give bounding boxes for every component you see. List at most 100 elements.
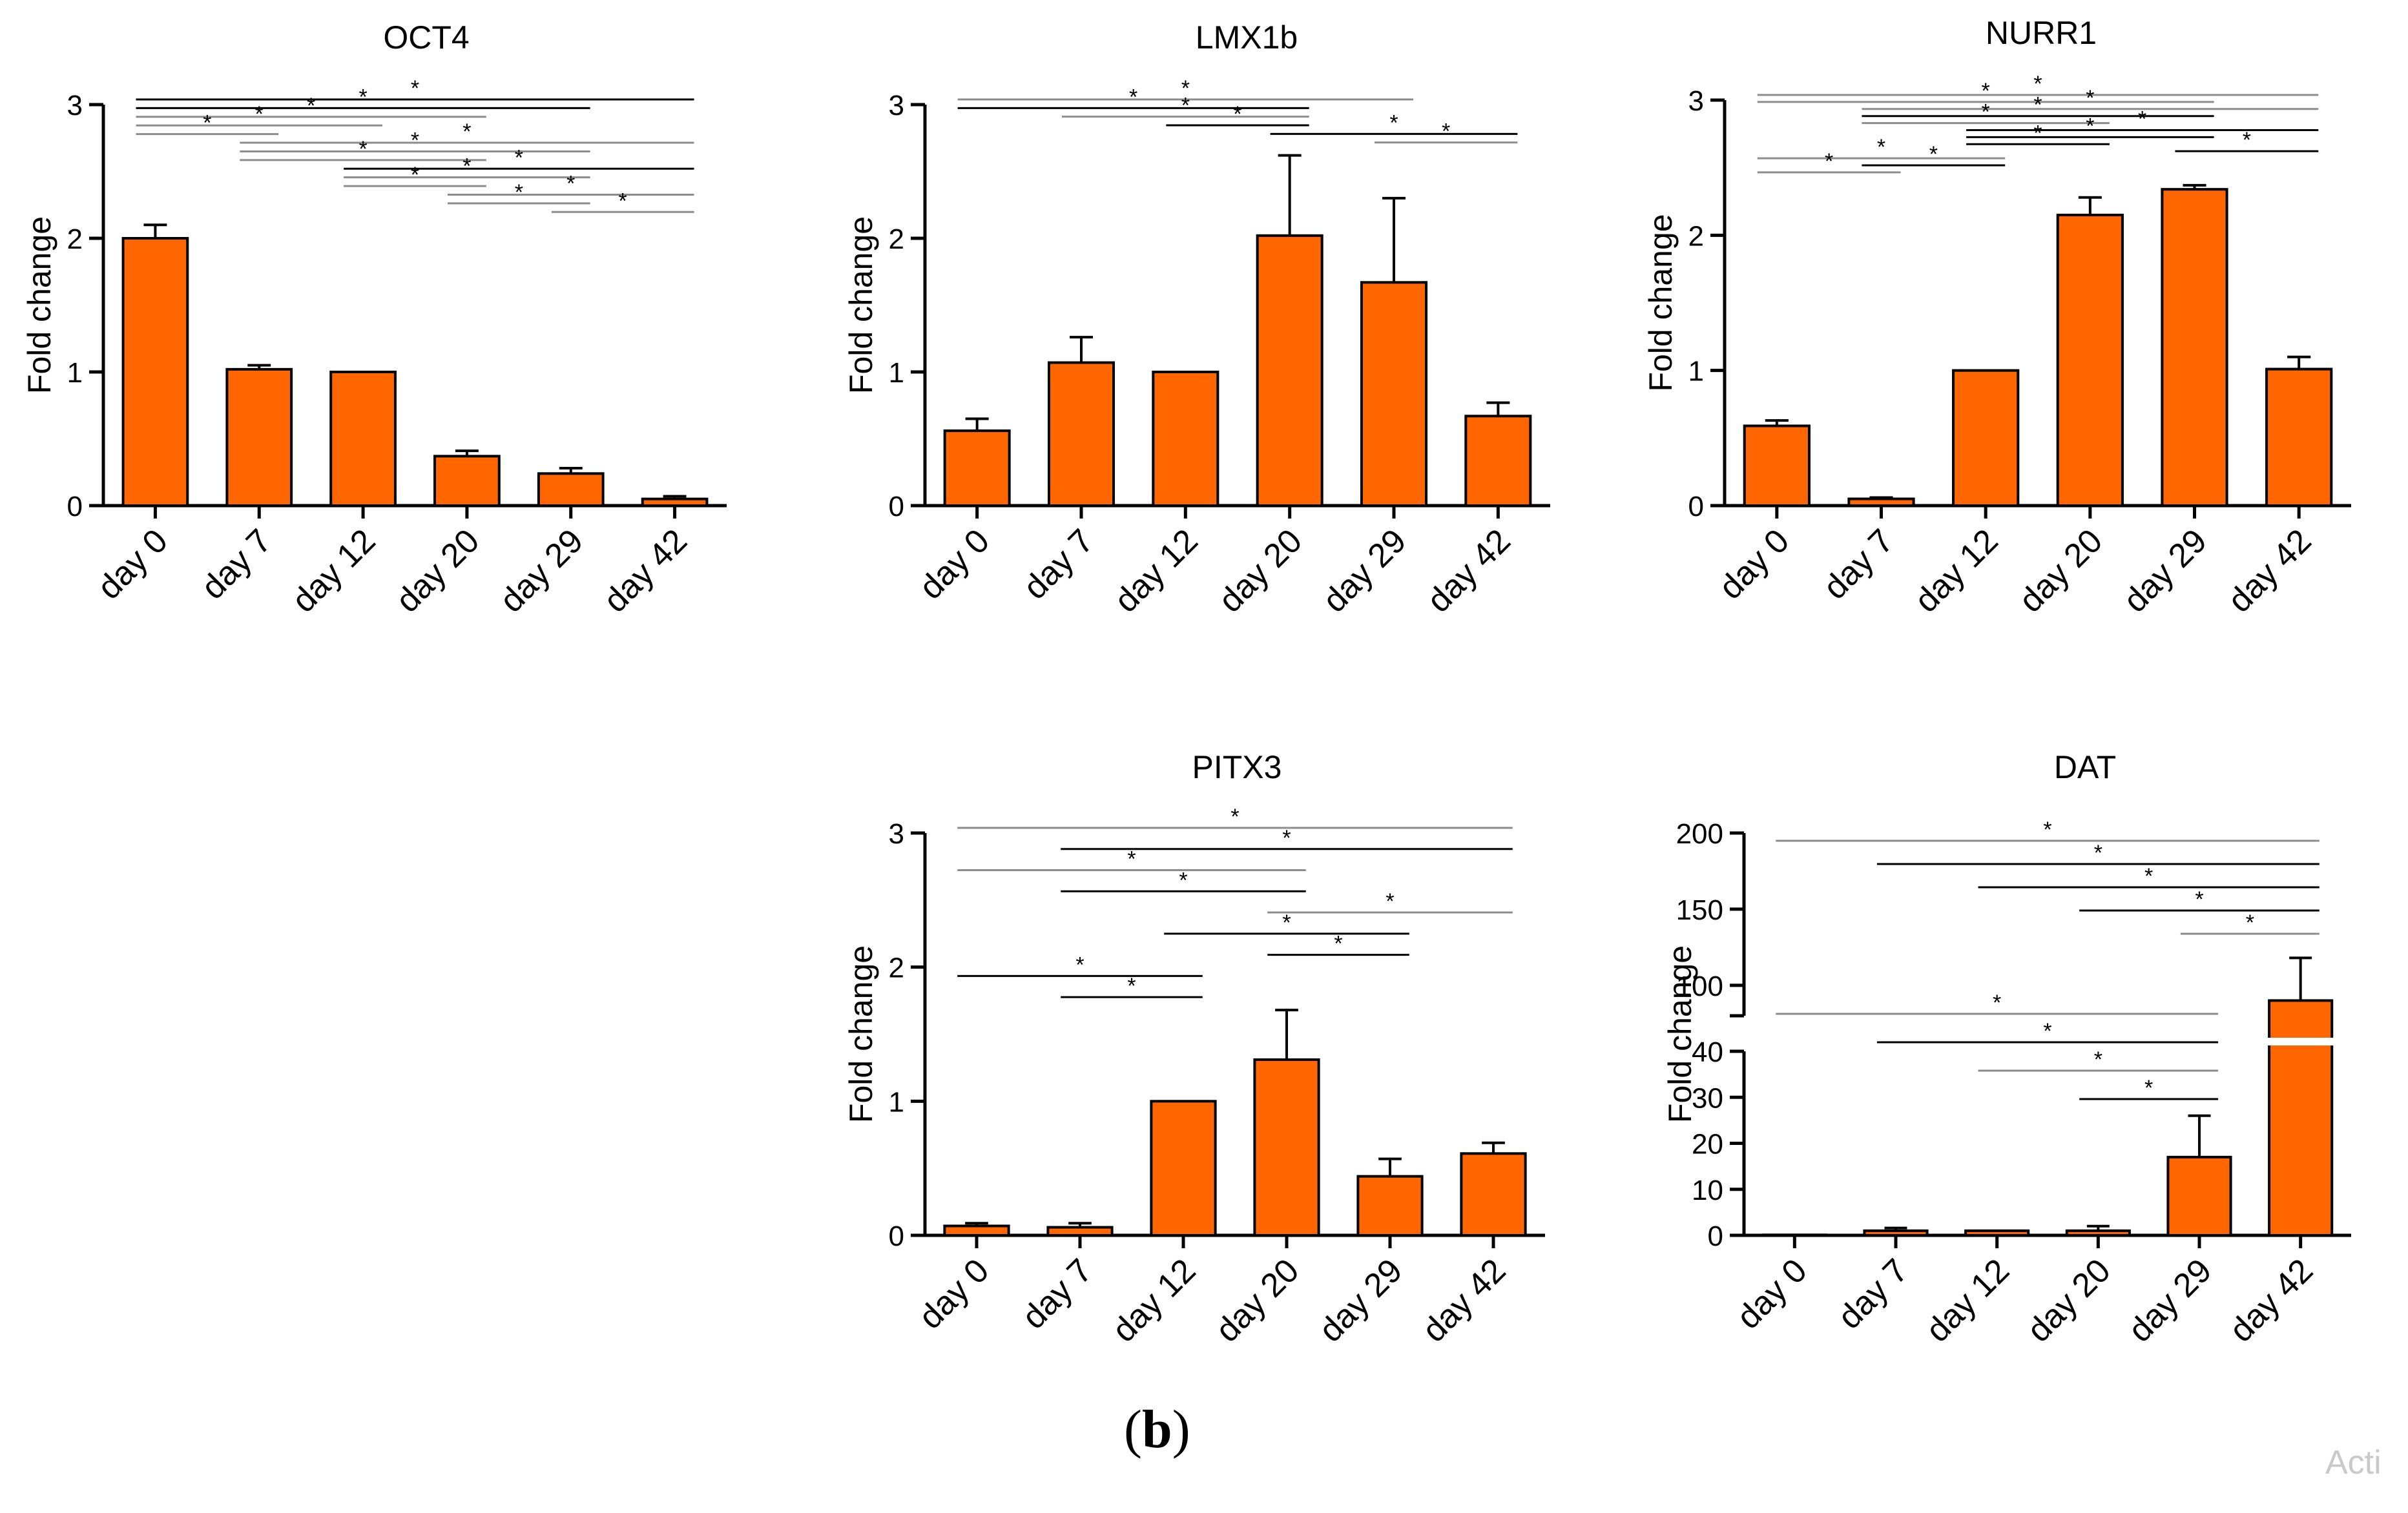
bar [1150,1100,1217,1237]
x-tick-label: day 29 [1312,1251,1409,1349]
bar [1360,281,1428,507]
y-tick-label: 0 [889,1220,904,1252]
x-tick-label: day 7 [194,522,279,606]
y-tick-label: 2 [67,223,83,255]
y-tick-label: 2 [1688,220,1704,252]
bar [329,371,397,507]
significance-star: * [2086,86,2094,110]
significance-star: * [1982,79,1990,103]
y-tick-label: 3 [889,90,904,121]
significance-star: * [2086,114,2094,138]
y-tick-label: 2 [889,952,904,984]
y-axis-label: Fold change [843,216,879,394]
y-tick-label: 30 [1692,1082,1723,1114]
significance-star: * [2094,1047,2102,1072]
chart-title: OCT4 [383,19,469,56]
x-tick-label: day 12 [1907,522,2005,619]
significance-star: * [1129,85,1137,109]
bar [225,367,293,507]
x-tick-label: day 0 [912,1251,997,1336]
significance-star: * [1877,135,1885,160]
significance-star: * [566,171,575,196]
bar [2265,367,2333,507]
x-tick-label: day 7 [1831,1251,1916,1336]
bar [2161,188,2228,507]
panel-label: (b) [1124,1399,1190,1459]
x-tick-label: day 20 [1209,1251,1306,1349]
x-tick-label: day 42 [2223,1251,2320,1349]
bar [1464,415,1532,507]
watermark: Acti [2325,1444,2382,1481]
bar [2065,1229,2131,1237]
x-tick-label: day 0 [1730,1251,1814,1336]
x-tick-label: day 29 [2117,522,2214,619]
x-tick-label: day 20 [2020,1251,2117,1349]
significance-star: * [2243,128,2251,152]
significance-star: * [2144,864,2153,889]
bar [943,429,1011,508]
significance-star: * [358,137,367,161]
x-tick-label: day 20 [2012,522,2110,619]
y-tick-label: 1 [67,357,83,389]
significance-star: * [2033,121,2042,145]
y-tick-label: 100 [1676,971,1723,1002]
bar [2268,999,2334,1237]
y-tick-label: 1 [1688,356,1704,387]
significance-star: * [411,128,419,152]
y-axis-label: Fold change [1662,945,1698,1123]
significance-star: * [2246,911,2254,935]
significance-star: * [515,180,523,205]
significance-star: * [1127,847,1136,872]
bar [641,497,709,508]
x-tick-label: day 0 [1712,522,1796,606]
y-tick-label: 3 [1688,85,1704,117]
x-tick-label: day 0 [90,522,175,606]
y-tick-label: 10 [1692,1175,1723,1206]
significance-star: * [1282,911,1291,935]
bar [1256,234,1323,507]
bar [1152,371,1220,507]
y-tick-label: 0 [67,491,83,522]
x-tick-label: day 29 [493,522,590,619]
significance-star: * [1334,932,1342,956]
x-tick-label: day 29 [2121,1251,2219,1349]
significance-star: * [2138,107,2146,131]
x-tick-label: day 20 [389,522,486,619]
x-tick-label: day 12 [1105,1251,1203,1349]
bar [1047,361,1116,508]
bar [1356,1175,1424,1237]
significance-star: * [2043,1019,2051,1044]
significance-star: * [1929,142,1938,167]
significance-star: * [2043,818,2051,842]
significance-star: * [1127,974,1136,998]
bar [2166,1155,2232,1237]
y-tick-label: 1 [889,357,904,389]
significance-star: * [2094,841,2102,865]
chart-title: LMX1b [1196,19,1298,56]
significance-star: * [411,76,419,101]
chart-title: DAT [2054,749,2116,785]
x-tick-label: day 42 [1415,1251,1513,1349]
bar [943,1224,1010,1237]
bar [1847,497,1915,507]
significance-star: * [1825,149,1833,174]
significance-star: * [2033,93,2042,118]
bar [1952,369,2020,508]
significance-star: * [1233,102,1241,127]
bar [1253,1058,1320,1237]
bar [537,472,605,508]
significance-star: * [462,119,471,144]
y-tick-label: 40 [1692,1036,1723,1068]
bar-break-gap [2267,1038,2334,1045]
bar [1964,1229,2030,1237]
y-tick-label: 3 [67,90,83,121]
significance-star: * [358,85,367,109]
y-tick-label: 0 [1708,1220,1723,1252]
y-axis-label: Fold change [843,945,879,1123]
significance-star: * [1181,94,1190,118]
x-tick-label: day 42 [2221,522,2318,619]
x-tick-label: day 20 [1212,522,1309,619]
